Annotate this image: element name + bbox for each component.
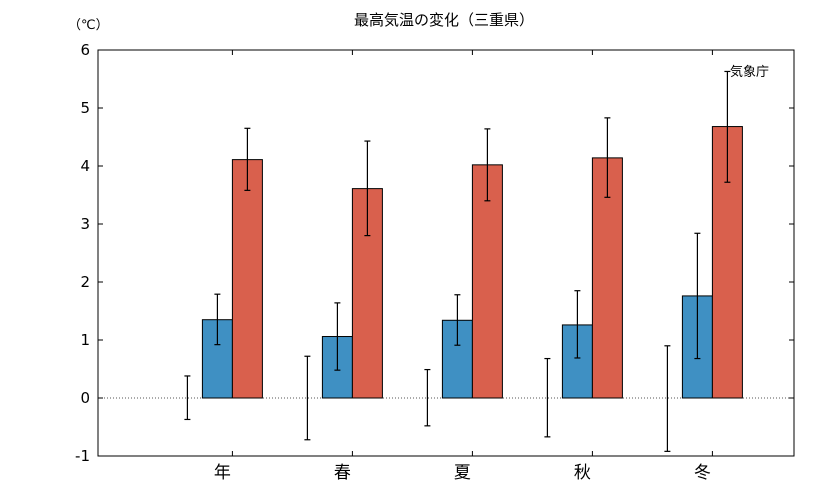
y-tick-label: 6 bbox=[80, 41, 90, 59]
bar bbox=[591, 157, 623, 399]
y-tick-label: 2 bbox=[80, 273, 90, 291]
y-tick-label: 0 bbox=[80, 389, 90, 407]
bar bbox=[471, 164, 503, 399]
x-tick-label: 夏 bbox=[454, 463, 471, 483]
bars bbox=[201, 126, 743, 399]
y-tick-label: 3 bbox=[80, 215, 90, 233]
y-axis-unit: （℃） bbox=[68, 18, 109, 33]
y-tick-label: -1 bbox=[75, 447, 90, 465]
axis-ticks: -1 0 1 2 3 4 5 6 年 春 夏 秋 冬 bbox=[75, 41, 794, 483]
credit-label: 気象庁 bbox=[730, 64, 769, 80]
x-tick-label: 年 bbox=[214, 463, 231, 483]
x-tick-label: 秋 bbox=[574, 463, 591, 483]
bar bbox=[231, 159, 263, 399]
y-tick-label: 5 bbox=[80, 99, 90, 117]
x-tick-label: 春 bbox=[334, 463, 351, 483]
plot-frame bbox=[97, 49, 795, 457]
y-tick-label: 4 bbox=[80, 157, 90, 175]
x-tick-label: 冬 bbox=[694, 463, 711, 483]
error-bars bbox=[184, 70, 731, 452]
chart-title: 最高気温の変化（三重県） bbox=[354, 11, 534, 29]
y-tick-label: 1 bbox=[80, 331, 90, 349]
